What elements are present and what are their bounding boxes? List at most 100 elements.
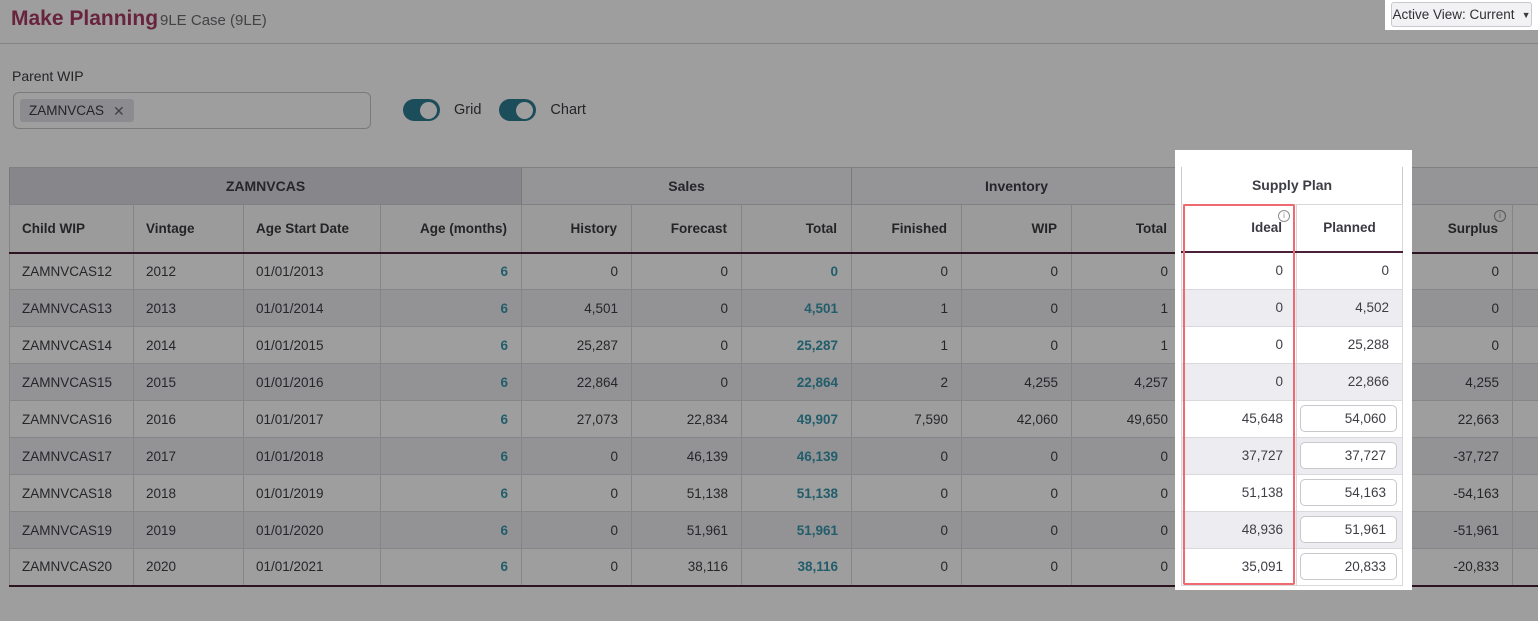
planning-table: ZAMNVCAS Sales Inventory Supply Plan Chi… <box>8 167 1538 587</box>
cell-extra <box>1512 363 1538 401</box>
age-months-link[interactable]: 6 <box>500 337 509 353</box>
cell-history: 0 <box>521 548 633 587</box>
table-row: 0 25,288 <box>1181 325 1403 364</box>
grid-toggle-label: Grid <box>454 102 482 118</box>
cell-wip: 0 <box>961 326 1073 364</box>
cell-inventory-total: 4,257 <box>1071 363 1183 401</box>
cell-ideal: 51,138 <box>1181 473 1297 512</box>
cell-age-start-date: 01/01/2014 <box>243 289 381 327</box>
age-months-link[interactable]: 6 <box>500 300 509 316</box>
sales-total-link: 4,501 <box>741 289 853 327</box>
cell-history: 0 <box>521 511 633 549</box>
cell-extra <box>1512 326 1538 364</box>
table-row: ZAMNVCAS15 2015 01/01/2016 6 22,864 0 22,864 2 4… <box>9 363 1538 401</box>
cell-extra <box>1512 548 1538 587</box>
age-months-link: 6 <box>379 474 523 512</box>
col-header-planned: Planned <box>1296 203 1403 253</box>
cell-surplus: -54,163 <box>1402 474 1514 512</box>
cell-wip: 0 <box>961 548 1073 587</box>
cell-planned <box>1296 510 1403 549</box>
cell-ideal: 0 <box>1181 362 1297 401</box>
cell-finished: 7,590 <box>851 400 963 438</box>
age-months-link[interactable]: 6 <box>500 411 509 427</box>
col-header-wip: WIP <box>961 204 1073 254</box>
col-header-vintage: Vintage <box>133 204 244 254</box>
sales-total-link[interactable]: 22,864 <box>796 374 839 390</box>
cell-wip: 0 <box>961 289 1073 327</box>
planned-input[interactable] <box>1300 516 1397 543</box>
sales-total-link[interactable]: 46,139 <box>796 448 839 464</box>
cell-forecast: 0 <box>631 326 743 364</box>
grid-toggle[interactable] <box>403 99 440 121</box>
age-months-link[interactable]: 6 <box>500 522 509 538</box>
cell-ideal: 37,727 <box>1181 436 1297 475</box>
column-header-row: Ideal i Planned <box>1181 203 1403 253</box>
group-header-empty <box>1402 167 1538 205</box>
cell-extra <box>1512 511 1538 549</box>
cell-inventory-total: 0 <box>1071 511 1183 549</box>
cell-finished: 0 <box>851 548 963 587</box>
cell-extra <box>1512 437 1538 475</box>
col-header-extra <box>1512 204 1538 254</box>
active-view-spotlight: Active View: Current ▼ <box>1385 0 1538 30</box>
cell-planned <box>1296 399 1403 438</box>
cell-extra <box>1512 400 1538 438</box>
cell-ideal: 45,648 <box>1181 399 1297 438</box>
cell-age-start-date: 01/01/2021 <box>243 548 381 587</box>
cell-age-start-date: 01/01/2020 <box>243 511 381 549</box>
cell-ideal: 48,936 <box>1181 510 1297 549</box>
top-bar: Make Planning 9LE Case (9LE) <box>0 0 1538 43</box>
info-icon[interactable]: i <box>1494 210 1507 222</box>
age-months-link[interactable]: 6 <box>500 374 509 390</box>
sales-total-link: 49,907 <box>741 400 853 438</box>
sales-total-link[interactable]: 51,138 <box>796 485 839 501</box>
toggle-knob <box>516 101 534 119</box>
sales-total-link[interactable]: 25,287 <box>796 337 839 353</box>
active-view-button[interactable]: Active View: Current ▼ <box>1391 2 1532 27</box>
cell-wip: 42,060 <box>961 400 1073 438</box>
age-months-link: 6 <box>379 363 523 401</box>
cell-age-start-date: 01/01/2016 <box>243 363 381 401</box>
chevron-down-icon: ▼ <box>1521 9 1531 20</box>
chart-toggle[interactable] <box>499 99 537 121</box>
cell-vintage: 2018 <box>133 474 244 512</box>
parent-wip-label: Parent WIP <box>12 68 84 84</box>
age-months-link[interactable]: 6 <box>500 559 509 575</box>
table-row: 37,727 <box>1181 436 1403 475</box>
planned-input[interactable] <box>1300 553 1397 580</box>
remove-chip-icon[interactable]: ✕ <box>113 102 125 119</box>
planned-input[interactable] <box>1300 442 1397 469</box>
group-header-supply-plan: Supply Plan <box>1181 167 1403 205</box>
table-row: ZAMNVCAS14 2014 01/01/2015 6 25,287 0 25,287 1 0… <box>9 326 1538 364</box>
cell-forecast: 51,138 <box>631 474 743 512</box>
sales-total-link[interactable]: 4,501 <box>804 300 839 316</box>
cell-child-wip: ZAMNVCAS16 <box>9 400 134 438</box>
age-months-link: 6 <box>379 326 523 364</box>
info-icon[interactable]: i <box>1278 209 1290 222</box>
age-months-link: 6 <box>379 400 523 438</box>
cell-child-wip: ZAMNVCAS18 <box>9 474 134 512</box>
cell-inventory-total: 0 <box>1071 437 1183 475</box>
cell-vintage: 2015 <box>133 363 244 401</box>
cell-inventory-total: 0 <box>1071 252 1183 290</box>
age-months-link[interactable]: 6 <box>500 485 509 501</box>
table-row: 45,648 <box>1181 399 1403 438</box>
cell-child-wip: ZAMNVCAS17 <box>9 437 134 475</box>
age-months-link[interactable]: 6 <box>500 263 509 279</box>
sales-total-link[interactable]: 51,961 <box>796 522 839 538</box>
cell-child-wip: ZAMNVCAS12 <box>9 252 134 290</box>
cell-vintage: 2017 <box>133 437 244 475</box>
planned-input[interactable] <box>1300 479 1397 506</box>
cell-vintage: 2016 <box>133 400 244 438</box>
cell-planned <box>1296 547 1403 586</box>
col-header-age-months: Age (months) <box>379 204 523 254</box>
sales-total-link[interactable]: 38,116 <box>797 559 839 575</box>
parent-wip-input[interactable]: ZAMNVCAS ✕ <box>13 92 371 129</box>
col-header-sales-total: Total <box>741 204 853 254</box>
parent-wip-chip: ZAMNVCAS ✕ <box>20 99 134 122</box>
sales-total-link[interactable]: 49,907 <box>796 411 839 427</box>
age-months-link[interactable]: 6 <box>500 448 509 464</box>
planned-input[interactable] <box>1300 405 1397 432</box>
sales-total-link[interactable]: 0 <box>830 263 839 279</box>
